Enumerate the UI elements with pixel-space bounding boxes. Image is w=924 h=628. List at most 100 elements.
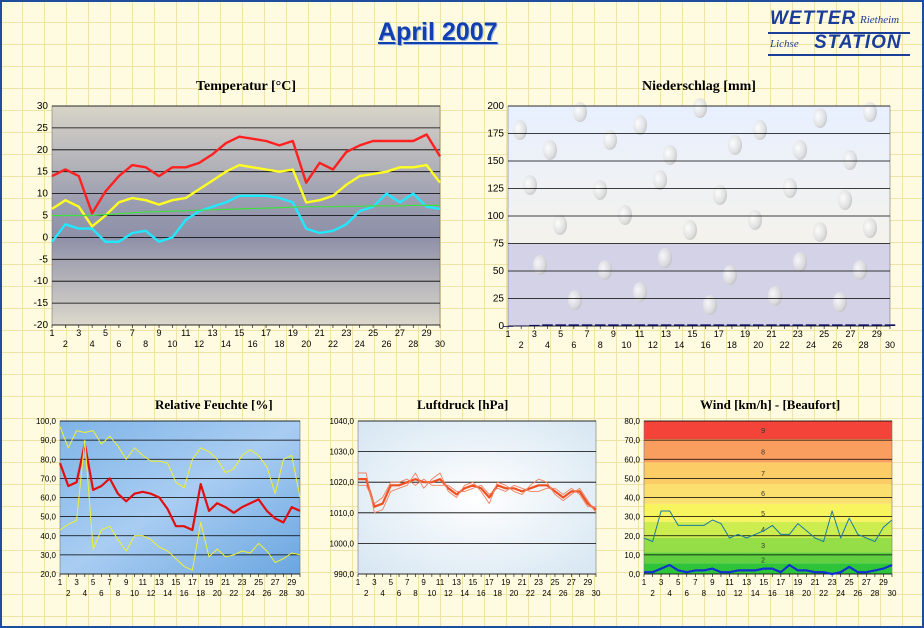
raindrop-decoration xyxy=(713,185,727,205)
humidity-ytick-label: 80,0 xyxy=(40,455,56,464)
precipitation-bar xyxy=(845,324,856,326)
precipitation-xtick-label: 22 xyxy=(780,340,790,350)
pressure-ytick-label: 1040,0 xyxy=(330,417,355,426)
temperature-xtick-label: 17 xyxy=(261,328,271,338)
humidity-xtick-label: 1 xyxy=(58,578,63,587)
temperature-xtick-label: 21 xyxy=(315,328,325,338)
temperature-xtick-label: 23 xyxy=(341,328,351,338)
humidity-xtick-label: 17 xyxy=(188,578,197,587)
raindrop-decoration xyxy=(523,175,537,195)
precipitation-xtick-label: 25 xyxy=(819,329,829,339)
raindrop-decoration xyxy=(753,120,767,140)
humidity-xtick-label: 15 xyxy=(171,578,180,587)
pressure-ytick-label: 1000,0 xyxy=(330,539,355,548)
temperature-xtick-label: 5 xyxy=(103,328,108,338)
precipitation-xtick-label: 9 xyxy=(611,329,616,339)
temperature-xtick-label: 28 xyxy=(408,339,418,349)
wind-ytick-label: 20,0 xyxy=(624,532,640,541)
precipitation-bar xyxy=(594,324,606,326)
pressure-xtick-label: 17 xyxy=(485,578,494,587)
temperature-ytick-label: 20 xyxy=(37,145,49,156)
raindrop-decoration xyxy=(728,135,742,155)
temperature-xtick-label: 4 xyxy=(90,339,95,349)
pressure-xtick-label: 16 xyxy=(477,589,486,598)
temperature-ytick-label: 0 xyxy=(42,232,48,243)
temperature-xtick-label: 14 xyxy=(221,339,231,349)
wind-xtick-label: 16 xyxy=(768,589,777,598)
humidity-xtick-label: 21 xyxy=(221,578,230,587)
precipitation-bar xyxy=(634,324,645,326)
pressure-xtick-label: 18 xyxy=(493,589,502,598)
wind-xtick-label: 7 xyxy=(693,578,698,587)
wind-xtick-label: 25 xyxy=(845,578,854,587)
temperature-xtick-label: 15 xyxy=(234,328,244,338)
raindrop-decoration xyxy=(783,178,797,198)
temperature-xtick-label: 9 xyxy=(157,328,162,338)
temperature-series-line xyxy=(51,192,441,244)
precipitation-ytick-label: 125 xyxy=(487,184,504,195)
pressure-xtick-label: 25 xyxy=(551,578,560,587)
logo-wetter: WETTER xyxy=(770,8,857,29)
pressure-xtick-label: 3 xyxy=(372,578,377,587)
raindrop-decoration xyxy=(568,290,582,310)
precipitation-bar xyxy=(568,324,580,326)
wind-chart: Wind [km/h] - [Beaufort] 0,0 10,0 20,0 30,0 4… xyxy=(624,397,897,598)
temperature-xtick-label: 25 xyxy=(368,328,378,338)
pressure-xtick-label: 29 xyxy=(583,578,592,587)
precipitation-bar xyxy=(608,324,619,326)
raindrop-decoration xyxy=(683,220,697,240)
wind-ytick-label: 60,0 xyxy=(624,455,640,464)
precipitation-chart: Niederschlag [mm]02550751001251501752001… xyxy=(487,79,896,350)
humidity-ytick-label: 30,0 xyxy=(40,551,56,560)
pressure-xtick-label: 4 xyxy=(380,589,385,598)
temperature-xtick-label: 7 xyxy=(130,328,135,338)
temperature-xtick-label: 1 xyxy=(49,328,54,338)
precipitation-ytick-label: 200 xyxy=(487,101,504,112)
humidity-xtick-label: 3 xyxy=(74,578,79,587)
wind-xtick-label: 14 xyxy=(751,589,760,598)
pressure-xtick-label: 19 xyxy=(501,578,510,587)
wind-xtick-label: 6 xyxy=(685,589,690,598)
precipitation-bar xyxy=(726,324,738,326)
beaufort-band xyxy=(644,552,892,564)
raindrop-decoration xyxy=(603,130,617,150)
pressure-xtick-label: 20 xyxy=(509,589,518,598)
precipitation-xtick-label: 28 xyxy=(859,340,869,350)
precipitation-xtick-label: 24 xyxy=(806,340,816,350)
wind-xtick-label: 4 xyxy=(667,589,672,598)
humidity-xtick-label: 19 xyxy=(205,578,214,587)
raindrop-decoration xyxy=(573,102,587,122)
humidity-xtick-label: 26 xyxy=(262,589,271,598)
precipitation-xtick-label: 4 xyxy=(545,340,550,350)
precipitation-bar xyxy=(779,324,790,326)
precipitation-title: Niederschlag [mm] xyxy=(642,79,756,94)
temperature-title: Temperatur [°C] xyxy=(196,79,296,94)
precipitation-bar xyxy=(858,324,869,326)
wind-xtick-label: 2 xyxy=(650,589,655,598)
precipitation-xtick-label: 26 xyxy=(832,340,842,350)
humidity-ytick-label: 70,0 xyxy=(40,474,56,483)
humidity-ytick-label: 40,0 xyxy=(40,532,56,541)
pressure-xtick-label: 2 xyxy=(364,589,369,598)
precipitation-bar xyxy=(700,324,711,326)
wind-xtick-label: 13 xyxy=(742,578,751,587)
raindrop-decoration xyxy=(853,260,867,280)
raindrop-decoration xyxy=(618,205,632,225)
humidity-series-line xyxy=(59,439,301,571)
humidity-xtick-label: 12 xyxy=(147,589,156,598)
precipitation-xtick-label: 18 xyxy=(727,340,737,350)
precipitation-bar xyxy=(673,324,685,326)
precipitation-xtick-label: 3 xyxy=(532,329,537,339)
precipitation-xtick-label: 11 xyxy=(635,329,644,339)
precipitation-ytick-label: 150 xyxy=(487,156,504,167)
temperature-series-line xyxy=(51,133,442,215)
pressure-xtick-label: 7 xyxy=(405,578,410,587)
humidity-xtick-label: 28 xyxy=(279,589,288,598)
wind-xtick-label: 10 xyxy=(717,589,726,598)
raindrop-decoration xyxy=(633,282,647,302)
raindrop-decoration xyxy=(533,255,547,275)
logo-station: STATION xyxy=(814,32,902,53)
humidity-xtick-label: 27 xyxy=(271,578,280,587)
humidity-xtick-label: 8 xyxy=(116,589,121,598)
beaufort-label: 9 xyxy=(761,428,765,435)
